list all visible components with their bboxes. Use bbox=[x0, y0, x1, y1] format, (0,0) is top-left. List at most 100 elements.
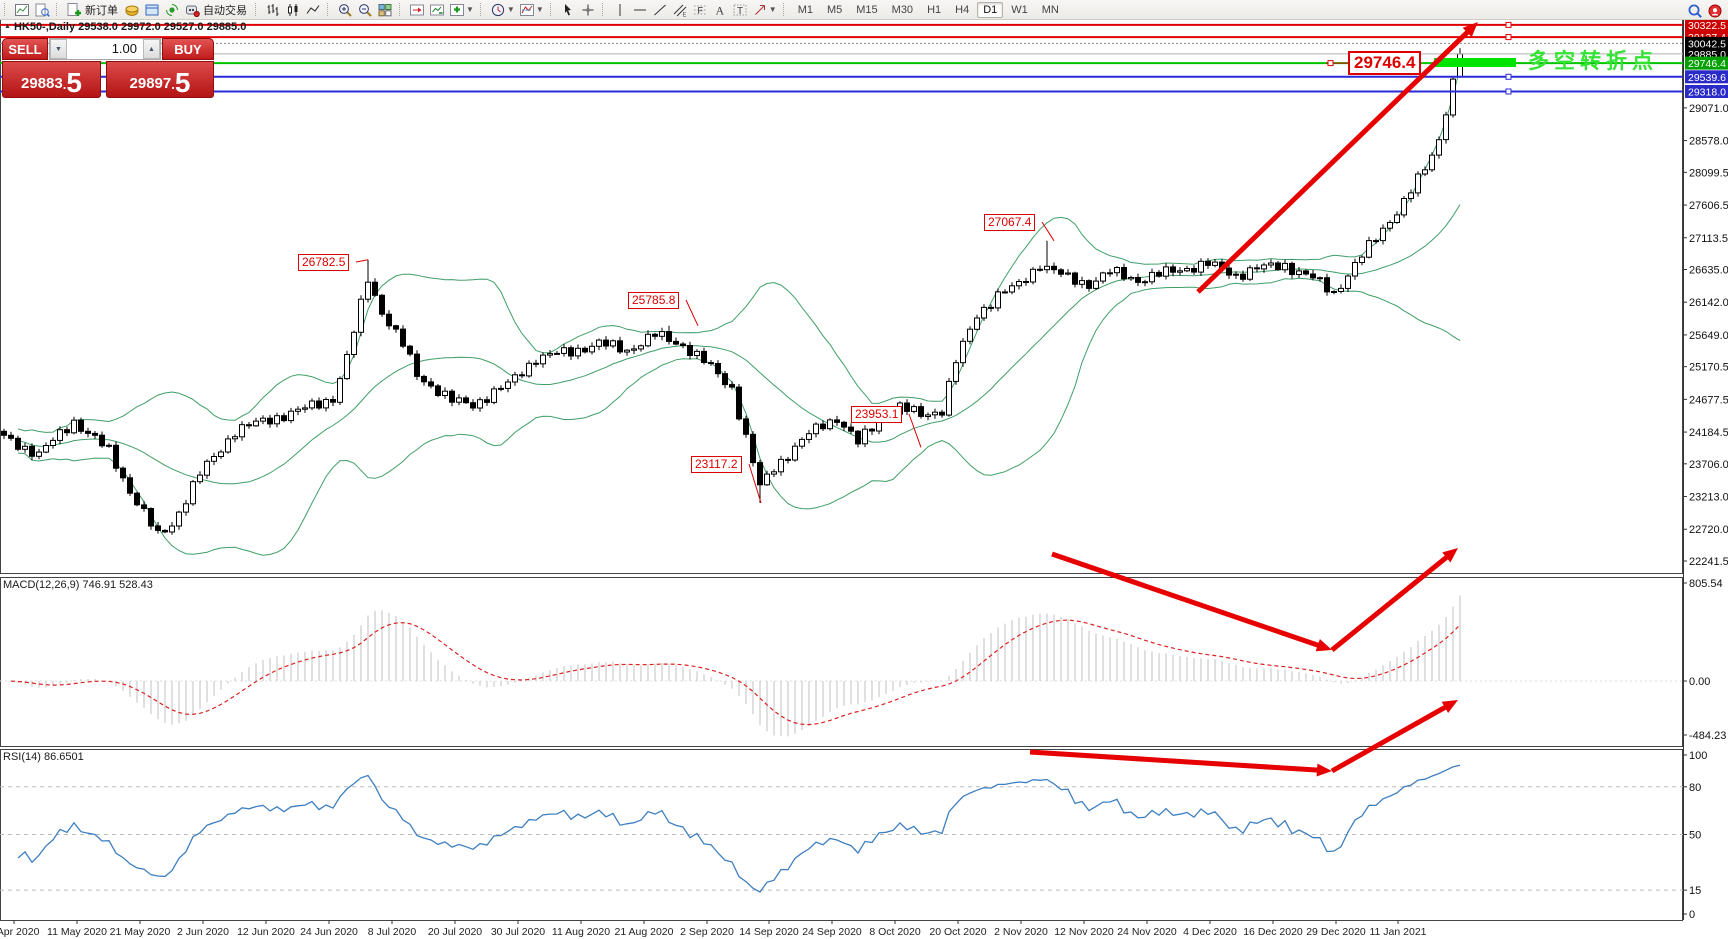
time-axis-label: 29 Dec 2020 bbox=[1306, 926, 1366, 938]
indicators-icon[interactable] bbox=[447, 0, 467, 19]
buy-button[interactable]: BUY bbox=[162, 38, 214, 60]
periods-icon[interactable] bbox=[488, 0, 508, 19]
timeframe-h1-button[interactable]: H1 bbox=[927, 3, 942, 16]
sell-button[interactable]: SELL bbox=[2, 38, 48, 60]
shapes-icon[interactable] bbox=[750, 0, 770, 19]
text-icon[interactable]: A bbox=[710, 0, 730, 19]
buy-price-pip: 5 bbox=[174, 67, 191, 98]
trendline-icon[interactable] bbox=[650, 0, 670, 19]
toolbar-grip bbox=[56, 3, 61, 16]
price-annotation-29746.4[interactable]: 29746.4 bbox=[1348, 51, 1422, 75]
time-axis-label: 24 Jun 2020 bbox=[300, 926, 358, 938]
auto-scroll-icon[interactable] bbox=[427, 0, 447, 19]
expand-triangle-icon[interactable]: ▲ bbox=[4, 23, 11, 30]
price-annotation-25785.8[interactable]: 25785.8 bbox=[628, 292, 680, 309]
candlestick-chart-icon[interactable] bbox=[283, 0, 303, 19]
svg-text:22720.0: 22720.0 bbox=[1689, 524, 1728, 536]
trend-arrow-rsi[interactable] bbox=[1029, 749, 1323, 773]
time-axis-label: 4 Dec 2020 bbox=[1183, 926, 1237, 938]
community-icon[interactable] bbox=[1705, 1, 1725, 20]
price-annotation-27067.4[interactable]: 27067.4 bbox=[984, 214, 1036, 231]
timeframe-m5-button[interactable]: M5 bbox=[826, 3, 843, 16]
shapes-dropdown-icon[interactable]: ▼ bbox=[768, 5, 777, 14]
toolbar-grip bbox=[399, 3, 404, 16]
svg-text:29071.0: 29071.0 bbox=[1689, 103, 1728, 115]
rsi-axis-label: 80 bbox=[1689, 782, 1701, 794]
cursor-icon[interactable] bbox=[558, 0, 578, 19]
axis-price-tag-text: 29318.0 bbox=[1688, 87, 1726, 99]
price-annotation-23117.2[interactable]: 23117.2 bbox=[691, 456, 742, 473]
zoom-out-icon[interactable] bbox=[355, 0, 375, 19]
turning-point-highlight-bar[interactable] bbox=[1434, 58, 1516, 67]
volume-value[interactable]: 1.00 bbox=[111, 41, 137, 56]
new-order-label[interactable]: 新订单 bbox=[85, 4, 118, 17]
zoom-in-icon[interactable] bbox=[335, 0, 355, 19]
indicators-dropdown-icon[interactable]: ▼ bbox=[466, 5, 474, 14]
vertical-line-icon[interactable] bbox=[610, 0, 630, 19]
rsi-indicator-label: RSI(14) 86.6501 bbox=[3, 751, 84, 763]
data-window-icon[interactable] bbox=[142, 0, 162, 19]
toolbar-grip bbox=[255, 3, 260, 16]
auto-trading-label[interactable]: 自动交易 bbox=[203, 4, 247, 17]
level-line-marker[interactable] bbox=[1505, 21, 1512, 28]
timeframe-m15-button[interactable]: M15 bbox=[856, 3, 878, 16]
macd-axis-label: -484.23 bbox=[1689, 730, 1726, 742]
trend-arrow-rsi[interactable] bbox=[1330, 702, 1451, 774]
market-watch-icon[interactable] bbox=[122, 0, 142, 19]
trend-arrow-macd[interactable] bbox=[1051, 551, 1324, 650]
sell-price-button[interactable]: 29883. 5 bbox=[2, 61, 101, 98]
auto-trading-icon[interactable] bbox=[182, 0, 202, 19]
text-label-icon[interactable]: T bbox=[730, 0, 750, 19]
level-line-marker[interactable] bbox=[1505, 88, 1512, 95]
volume-spinner: ▼ 1.00 ▲ bbox=[49, 38, 161, 60]
rsi-axis-label: 50 bbox=[1689, 830, 1701, 842]
print-preview-icon[interactable] bbox=[32, 0, 52, 19]
timeframe-d1-button[interactable]: D1 bbox=[977, 1, 1004, 18]
bull-bear-turning-point-note[interactable]: 多空转折点 bbox=[1528, 50, 1658, 73]
toolbar-grip bbox=[782, 3, 788, 16]
buy-price-button[interactable]: 29897. 5 bbox=[106, 61, 214, 98]
channel-icon[interactable]: E bbox=[670, 0, 690, 19]
volume-decrease-button[interactable]: ▼ bbox=[50, 39, 67, 59]
axis-price-tag bbox=[1685, 18, 1728, 32]
timeframe-mn-button[interactable]: MN bbox=[1041, 3, 1059, 16]
templates-dropdown-icon[interactable]: ▼ bbox=[535, 5, 544, 14]
time-axis-label: 14 Sep 2020 bbox=[739, 926, 799, 938]
trend-arrowhead bbox=[1315, 639, 1332, 652]
level-line-marker[interactable] bbox=[1505, 34, 1512, 41]
templates-icon[interactable] bbox=[517, 0, 537, 19]
bar-chart-icon[interactable] bbox=[263, 0, 283, 19]
timeframe-m30-button[interactable]: M30 bbox=[891, 3, 914, 16]
new-chart-icon[interactable] bbox=[12, 0, 32, 19]
svg-text:23213.0: 23213.0 bbox=[1689, 492, 1728, 504]
volume-increase-button[interactable]: ▲ bbox=[143, 39, 160, 59]
timeframe-w1-button[interactable]: W1 bbox=[1011, 3, 1028, 16]
time-axis-label: 20 Jul 2020 bbox=[428, 926, 482, 938]
new-order-icon[interactable] bbox=[64, 0, 84, 19]
strategy-tester-icon[interactable] bbox=[162, 0, 182, 19]
price-annotation-23953.1[interactable]: 23953.1 bbox=[851, 406, 903, 423]
timeframe-h4-button[interactable]: H4 bbox=[955, 3, 970, 16]
level-line-marker[interactable] bbox=[1505, 73, 1512, 80]
chart-shift-icon[interactable] bbox=[407, 0, 427, 19]
svg-text:26142.0: 26142.0 bbox=[1689, 297, 1728, 309]
chart-plot-area[interactable] bbox=[0, 19, 1683, 920]
line-chart-icon[interactable] bbox=[303, 0, 323, 19]
price-annotation-26782.5[interactable]: 26782.5 bbox=[298, 254, 350, 271]
crosshair-icon[interactable] bbox=[578, 0, 598, 19]
fibonacci-icon[interactable]: F bbox=[690, 0, 710, 19]
tile-windows-icon[interactable] bbox=[375, 0, 395, 19]
horizontal-line-icon[interactable] bbox=[630, 0, 650, 19]
search-icon[interactable] bbox=[1685, 1, 1705, 20]
svg-text:E: E bbox=[682, 12, 686, 18]
time-axis-label: 11 May 2020 bbox=[47, 926, 107, 938]
periods-dropdown-icon[interactable]: ▼ bbox=[506, 5, 515, 14]
axis-price-tag bbox=[1685, 70, 1728, 84]
trend-arrow-main[interactable] bbox=[1196, 27, 1473, 294]
timeframe-m1-button[interactable]: M1 bbox=[797, 3, 813, 16]
annotation-connector bbox=[685, 299, 699, 327]
trend-arrows[interactable] bbox=[1029, 22, 1478, 777]
trend-arrow-macd[interactable] bbox=[1330, 552, 1452, 652]
sell-price-main: 29883 bbox=[21, 75, 63, 92]
